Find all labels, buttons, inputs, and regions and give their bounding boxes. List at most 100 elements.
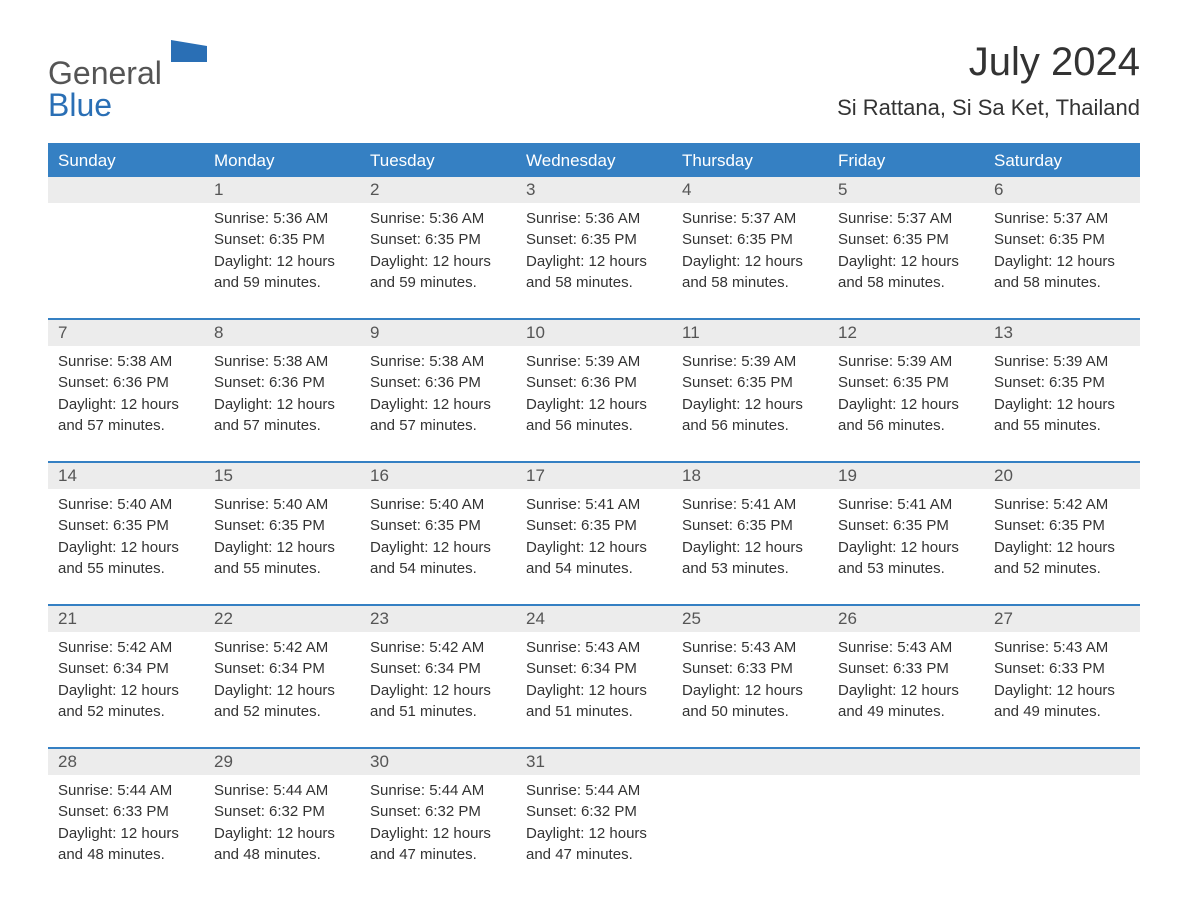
daylight-line-1: Daylight: 12 hours — [370, 538, 506, 558]
day-number: 11 — [672, 320, 828, 346]
daylight-line-1: Daylight: 12 hours — [526, 681, 662, 701]
daylight-line-1: Daylight: 12 hours — [994, 252, 1130, 272]
daylight-line-2: and 53 minutes. — [838, 559, 974, 579]
day-number: 24 — [516, 606, 672, 632]
day-number — [48, 177, 204, 203]
daylight-line-2: and 56 minutes. — [838, 416, 974, 436]
daylight-line-1: Daylight: 12 hours — [682, 395, 818, 415]
day-number: 5 — [828, 177, 984, 203]
day-number: 7 — [48, 320, 204, 346]
daylight-line-2: and 57 minutes. — [58, 416, 194, 436]
day-number: 27 — [984, 606, 1140, 632]
day-detail: Sunrise: 5:42 AMSunset: 6:35 PMDaylight:… — [984, 489, 1140, 580]
day-detail: Sunrise: 5:43 AMSunset: 6:33 PMDaylight:… — [828, 632, 984, 723]
sunrise-line: Sunrise: 5:41 AM — [682, 495, 818, 515]
sunrise-line: Sunrise: 5:43 AM — [994, 638, 1130, 658]
dow-header: Tuesday — [360, 143, 516, 177]
daylight-line-1: Daylight: 12 hours — [214, 538, 350, 558]
day-detail: Sunrise: 5:44 AMSunset: 6:32 PMDaylight:… — [360, 775, 516, 866]
daylight-line-2: and 57 minutes. — [214, 416, 350, 436]
sunset-line: Sunset: 6:33 PM — [682, 659, 818, 679]
sunset-line: Sunset: 6:34 PM — [58, 659, 194, 679]
logo: General Blue — [48, 40, 207, 121]
day-detail: Sunrise: 5:38 AMSunset: 6:36 PMDaylight:… — [204, 346, 360, 437]
day-detail: Sunrise: 5:40 AMSunset: 6:35 PMDaylight:… — [360, 489, 516, 580]
day-number: 8 — [204, 320, 360, 346]
day-detail: Sunrise: 5:44 AMSunset: 6:33 PMDaylight:… — [48, 775, 204, 866]
dow-header: Wednesday — [516, 143, 672, 177]
day-detail: Sunrise: 5:41 AMSunset: 6:35 PMDaylight:… — [516, 489, 672, 580]
day-detail: Sunrise: 5:41 AMSunset: 6:35 PMDaylight:… — [672, 489, 828, 580]
sunset-line: Sunset: 6:32 PM — [214, 802, 350, 822]
daylight-line-1: Daylight: 12 hours — [838, 538, 974, 558]
sunset-line: Sunset: 6:33 PM — [838, 659, 974, 679]
sunset-line: Sunset: 6:35 PM — [838, 516, 974, 536]
daylight-line-1: Daylight: 12 hours — [994, 395, 1130, 415]
daylight-line-1: Daylight: 12 hours — [370, 395, 506, 415]
sunrise-line: Sunrise: 5:42 AM — [58, 638, 194, 658]
sunrise-line: Sunrise: 5:36 AM — [214, 209, 350, 229]
day-number: 21 — [48, 606, 204, 632]
day-detail: Sunrise: 5:38 AMSunset: 6:36 PMDaylight:… — [48, 346, 204, 437]
day-number: 9 — [360, 320, 516, 346]
sunset-line: Sunset: 6:35 PM — [682, 373, 818, 393]
sunset-line: Sunset: 6:34 PM — [370, 659, 506, 679]
day-number: 15 — [204, 463, 360, 489]
flag-icon — [171, 40, 207, 62]
sunset-line: Sunset: 6:35 PM — [370, 230, 506, 250]
daylight-line-2: and 57 minutes. — [370, 416, 506, 436]
sunrise-line: Sunrise: 5:38 AM — [58, 352, 194, 372]
daylight-line-2: and 55 minutes. — [58, 559, 194, 579]
daylight-line-1: Daylight: 12 hours — [838, 681, 974, 701]
daylight-line-2: and 51 minutes. — [526, 702, 662, 722]
dow-header: Thursday — [672, 143, 828, 177]
calendar-grid: SundayMondayTuesdayWednesdayThursdayFrid… — [48, 143, 1140, 866]
daylight-line-1: Daylight: 12 hours — [994, 681, 1130, 701]
day-number: 10 — [516, 320, 672, 346]
daylight-line-1: Daylight: 12 hours — [58, 681, 194, 701]
sunrise-line: Sunrise: 5:43 AM — [838, 638, 974, 658]
daylight-line-1: Daylight: 12 hours — [214, 681, 350, 701]
daylight-line-2: and 52 minutes. — [58, 702, 194, 722]
daylight-line-2: and 48 minutes. — [214, 845, 350, 865]
day-detail: Sunrise: 5:43 AMSunset: 6:34 PMDaylight:… — [516, 632, 672, 723]
day-number: 23 — [360, 606, 516, 632]
sunrise-line: Sunrise: 5:42 AM — [370, 638, 506, 658]
daylight-line-2: and 52 minutes. — [214, 702, 350, 722]
daylight-line-1: Daylight: 12 hours — [214, 252, 350, 272]
daylight-line-1: Daylight: 12 hours — [526, 538, 662, 558]
daylight-line-2: and 55 minutes. — [214, 559, 350, 579]
day-detail: Sunrise: 5:39 AMSunset: 6:35 PMDaylight:… — [828, 346, 984, 437]
daylight-line-1: Daylight: 12 hours — [994, 538, 1130, 558]
sunset-line: Sunset: 6:35 PM — [682, 516, 818, 536]
daylight-line-1: Daylight: 12 hours — [526, 252, 662, 272]
header: General Blue July 2024 Si Rattana, Si Sa… — [48, 40, 1140, 135]
day-number: 29 — [204, 749, 360, 775]
sunset-line: Sunset: 6:36 PM — [526, 373, 662, 393]
daylight-line-1: Daylight: 12 hours — [214, 395, 350, 415]
daylight-line-2: and 53 minutes. — [682, 559, 818, 579]
day-number — [984, 749, 1140, 775]
logo-word-1: General — [48, 55, 162, 91]
location-text: Si Rattana, Si Sa Ket, Thailand — [837, 95, 1140, 121]
daylight-line-2: and 56 minutes. — [682, 416, 818, 436]
sunrise-line: Sunrise: 5:39 AM — [526, 352, 662, 372]
dow-header: Saturday — [984, 143, 1140, 177]
daylight-line-2: and 54 minutes. — [370, 559, 506, 579]
sunset-line: Sunset: 6:35 PM — [58, 516, 194, 536]
sunrise-line: Sunrise: 5:40 AM — [214, 495, 350, 515]
logo-word-2: Blue — [48, 87, 112, 123]
day-number: 28 — [48, 749, 204, 775]
day-detail: Sunrise: 5:40 AMSunset: 6:35 PMDaylight:… — [48, 489, 204, 580]
sunrise-line: Sunrise: 5:44 AM — [526, 781, 662, 801]
daylight-line-2: and 52 minutes. — [994, 559, 1130, 579]
sunset-line: Sunset: 6:36 PM — [370, 373, 506, 393]
daylight-line-2: and 59 minutes. — [370, 273, 506, 293]
day-number: 14 — [48, 463, 204, 489]
day-detail: Sunrise: 5:39 AMSunset: 6:36 PMDaylight:… — [516, 346, 672, 437]
daylight-line-1: Daylight: 12 hours — [838, 252, 974, 272]
daylight-line-1: Daylight: 12 hours — [58, 824, 194, 844]
sunset-line: Sunset: 6:34 PM — [214, 659, 350, 679]
sunrise-line: Sunrise: 5:39 AM — [994, 352, 1130, 372]
daylight-line-2: and 47 minutes. — [370, 845, 506, 865]
